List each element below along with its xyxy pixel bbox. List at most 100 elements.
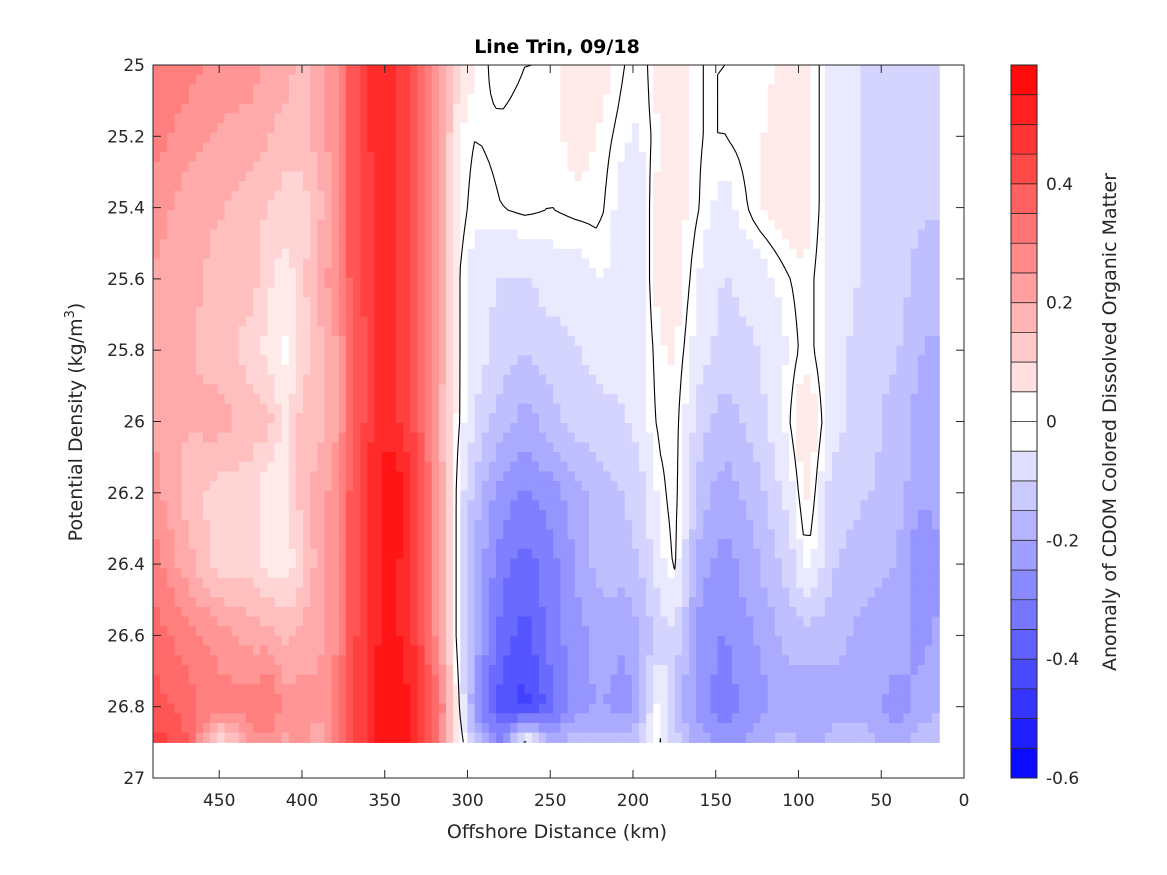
heatmap-cell: [274, 490, 283, 502]
heatmap-cell: [238, 403, 247, 414]
heatmap-cell: [467, 132, 476, 144]
heatmap-cell: [839, 65, 847, 76]
heatmap-cell: [767, 461, 776, 473]
heatmap-cell: [689, 219, 697, 231]
heatmap-cell: [524, 74, 533, 85]
heatmap-cell: [689, 123, 697, 134]
heatmap-cell: [524, 200, 533, 211]
heatmap-cell: [353, 461, 361, 473]
heatmap-cell: [260, 142, 268, 153]
heatmap-cell: [388, 277, 397, 289]
heatmap-cell: [460, 374, 469, 385]
heatmap-cell: [846, 258, 855, 269]
heatmap-cell: [932, 190, 940, 202]
heatmap-cell: [210, 461, 218, 473]
heatmap-cell: [403, 258, 411, 269]
heatmap-cell: [889, 335, 897, 347]
heatmap-cell: [796, 258, 804, 269]
heatmap-cell: [324, 210, 333, 221]
heatmap-cell: [774, 181, 783, 192]
heatmap-cell: [538, 142, 547, 153]
heatmap-cell: [517, 452, 526, 463]
heatmap-cell: [710, 355, 719, 366]
heatmap-cell: [167, 132, 176, 144]
heatmap-cell: [810, 103, 819, 114]
heatmap-cell: [910, 442, 919, 453]
heatmap-cell: [517, 471, 526, 482]
heatmap-cell: [574, 364, 583, 376]
heatmap-cell: [217, 326, 226, 337]
heatmap-cell: [295, 287, 304, 298]
heatmap-cell: [660, 210, 669, 221]
heatmap-cell: [789, 364, 797, 376]
heatmap-cell: [546, 142, 554, 153]
heatmap-cell: [910, 384, 919, 395]
heatmap-cell: [524, 442, 533, 453]
heatmap-cell: [210, 74, 218, 85]
heatmap-cell: [203, 423, 211, 434]
heatmap-cell: [774, 403, 783, 414]
heatmap-cell: [331, 248, 340, 260]
heatmap-cell: [245, 403, 254, 414]
heatmap-cell: [274, 190, 283, 202]
heatmap-cell: [631, 190, 640, 202]
heatmap-cell: [167, 345, 176, 356]
heatmap-cell: [396, 94, 404, 105]
heatmap-cell: [831, 490, 840, 502]
heatmap-cell: [367, 277, 376, 289]
heatmap-cell: [403, 123, 411, 134]
heatmap-cell: [474, 277, 483, 289]
heatmap-cell: [295, 297, 304, 308]
heatmap-cell: [224, 432, 233, 443]
heatmap-cell: [767, 364, 776, 376]
heatmap-cell: [345, 423, 354, 434]
heatmap-cell: [167, 113, 176, 124]
heatmap-cell: [810, 239, 819, 250]
heatmap-cell: [517, 364, 526, 376]
heatmap-cell: [353, 239, 361, 250]
heatmap-cell: [438, 326, 447, 337]
heatmap-cell: [546, 84, 554, 95]
heatmap-cell: [896, 316, 905, 327]
heatmap-cell: [774, 210, 783, 221]
heatmap-cell: [474, 442, 483, 453]
heatmap-cell: [889, 297, 897, 308]
heatmap-cell: [288, 423, 297, 434]
heatmap-cell: [846, 200, 855, 211]
heatmap-cell: [624, 248, 633, 260]
heatmap-cell: [417, 374, 426, 385]
heatmap-cell: [303, 345, 311, 356]
heatmap-cell: [153, 152, 161, 163]
heatmap-cell: [889, 394, 897, 405]
heatmap-cell: [174, 413, 183, 424]
heatmap-cell: [460, 123, 469, 134]
heatmap-cell: [774, 364, 783, 376]
heatmap-cell: [882, 258, 890, 269]
heatmap-cell: [746, 364, 754, 376]
heatmap-cell: [574, 316, 583, 327]
heatmap-cell: [367, 190, 376, 202]
heatmap-cell: [460, 335, 469, 347]
heatmap-cell: [803, 258, 812, 269]
heatmap-cell: [245, 345, 254, 356]
heatmap-cell: [210, 345, 218, 356]
heatmap-cell: [510, 364, 519, 376]
heatmap-cell: [853, 190, 862, 202]
heatmap-cell: [517, 355, 526, 366]
heatmap-cell: [460, 297, 469, 308]
heatmap-cell: [739, 481, 747, 492]
heatmap-cell: [310, 277, 318, 289]
heatmap-cell: [696, 423, 704, 434]
heatmap-cell: [831, 423, 840, 434]
heatmap-cell: [245, 277, 254, 289]
heatmap-cell: [374, 423, 383, 434]
heatmap-cell: [174, 490, 183, 502]
heatmap-cell: [238, 364, 247, 376]
heatmap-cell: [231, 65, 240, 76]
heatmap-cell: [503, 306, 511, 318]
heatmap-cell: [338, 403, 347, 414]
heatmap-cell: [646, 490, 654, 502]
heatmap-cell: [524, 161, 533, 173]
heatmap-cell: [753, 403, 762, 414]
heatmap-cell: [417, 500, 426, 511]
